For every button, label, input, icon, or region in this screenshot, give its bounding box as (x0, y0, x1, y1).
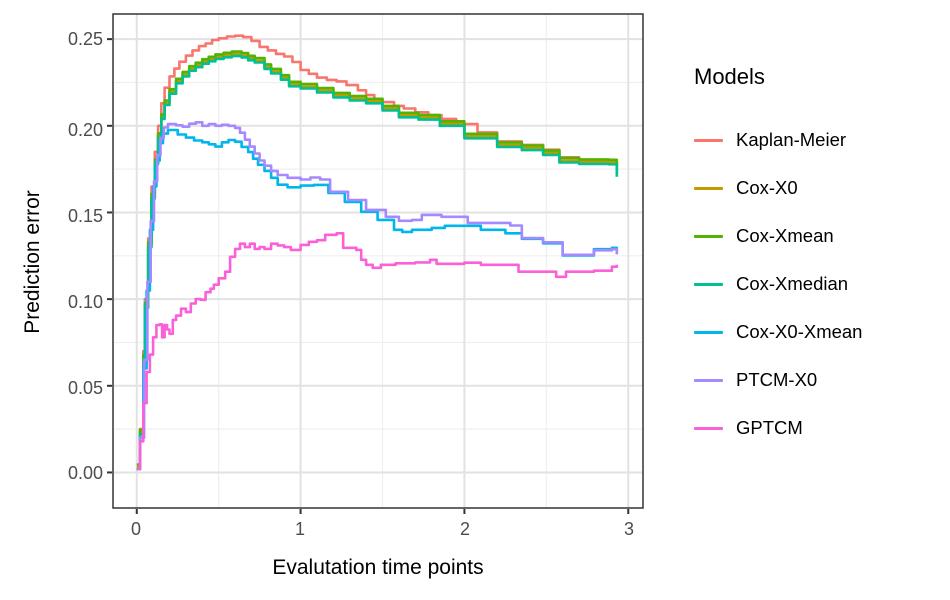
y-tick-label-0.00: 0.00 (67, 463, 103, 483)
x-tick-label-0: 0 (130, 519, 141, 539)
legend-title: Models (694, 64, 765, 89)
legend-label: GPTCM (736, 417, 803, 438)
legend-item-cox-x0: Cox-X0 (694, 164, 862, 212)
legend-item-cox-xmedian: Cox-Xmedian (694, 260, 862, 308)
legend-key-line-icon (694, 426, 723, 430)
legend-label: Kaplan-Meier (736, 129, 847, 150)
y-tick-label-0.05: 0.05 (67, 378, 103, 398)
legend-key-line-icon (694, 330, 723, 334)
y-tick-label-0.15: 0.15 (67, 206, 103, 226)
x-axis-title: Evalutation time points (272, 556, 484, 579)
legend-key-line-icon (694, 282, 723, 286)
legend-label: Cox-Xmean (736, 225, 834, 246)
legend-item-ptcm-x0: PTCM-X0 (694, 356, 862, 404)
legend-key-line-icon (694, 138, 723, 142)
legend-item-cox-x0-xmean: Cox-X0-Xmean (694, 308, 862, 356)
legend-label: Cox-X0 (736, 177, 798, 198)
legend-item-gptcm: GPTCM (694, 404, 862, 452)
y-tick-label-0.10: 0.10 (67, 292, 103, 312)
x-tick-label-3: 3 (623, 519, 634, 539)
x-tick-label-1: 1 (294, 519, 305, 539)
y-tick-label-0.25: 0.25 (67, 29, 103, 49)
legend-key-line-icon (694, 234, 723, 238)
legend-key-line-icon (694, 378, 723, 382)
legend-item-kaplan-meier: Kaplan-Meier (694, 116, 862, 164)
legend-label: Cox-Xmedian (736, 273, 849, 294)
legend-label: PTCM-X0 (736, 369, 818, 390)
legend-item-cox-xmean: Cox-Xmean (694, 212, 862, 260)
legend-label: Cox-X0-Xmean (736, 321, 863, 342)
x-tick-label-2: 2 (459, 519, 470, 539)
legend-key-line-icon (694, 186, 723, 190)
y-tick-label-0.20: 0.20 (67, 120, 103, 140)
y-axis-title: Prediction error (21, 190, 44, 334)
legend: Models Kaplan-Meier Cox-X0 Cox-Xmean Cox… (694, 64, 862, 452)
